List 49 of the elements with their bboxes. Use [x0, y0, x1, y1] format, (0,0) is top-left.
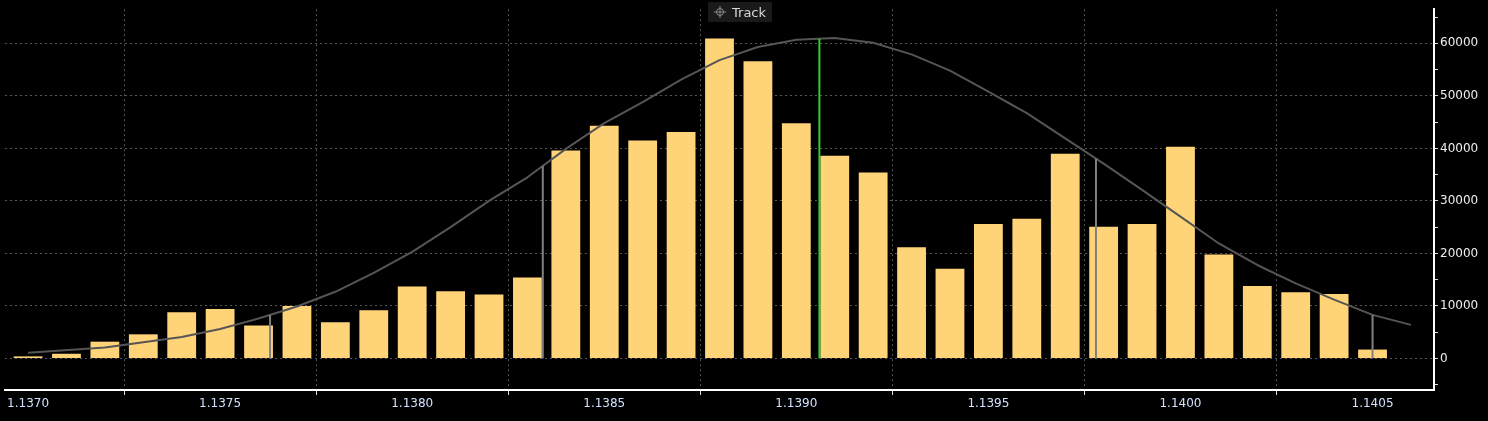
bar: [397, 286, 427, 358]
bar: [1089, 226, 1119, 358]
bar: [666, 132, 696, 358]
bar: [781, 123, 811, 358]
bar: [705, 38, 734, 358]
bar: [244, 325, 273, 358]
annotation: Track: [732, 4, 767, 20]
x-tick-label: 1.1370: [7, 396, 50, 411]
bar: [205, 309, 235, 358]
x-tick-label: 1.1395: [967, 396, 1010, 411]
bar: [1166, 146, 1195, 358]
x-tick-label: 1.1405: [1351, 396, 1394, 411]
bar: [128, 334, 158, 358]
bar: [436, 291, 466, 358]
bar: [167, 312, 197, 358]
bar: [589, 125, 619, 358]
x-tick-label: 1.1390: [775, 396, 818, 411]
y-tick-label: 0: [1440, 350, 1448, 365]
x-tick-label: 1.1375: [199, 396, 242, 411]
y-tick-label: 30000: [1440, 193, 1479, 208]
y-tick-label: 40000: [1440, 140, 1479, 155]
bar: [1204, 254, 1234, 358]
bar: [320, 322, 350, 358]
bar: [52, 353, 81, 358]
bar: [1127, 224, 1157, 358]
x-tick-label: 1.1385: [583, 396, 626, 411]
bar: [551, 150, 581, 358]
bar: [1319, 293, 1349, 358]
x-tick-label: 1.1380: [391, 396, 434, 411]
bar: [474, 294, 504, 358]
bar: [359, 310, 389, 358]
y-tick-label: 60000: [1440, 35, 1479, 50]
bar: [935, 268, 965, 358]
bar: [628, 140, 658, 358]
bar: [973, 224, 1003, 358]
bar: [1281, 292, 1311, 358]
bar: [1012, 218, 1042, 358]
bar: [282, 305, 312, 358]
bar: [858, 172, 888, 358]
bar: [743, 61, 773, 358]
bar: [897, 247, 926, 358]
bar: [1242, 286, 1272, 358]
x-tick-label: 1.1400: [1159, 396, 1202, 411]
y-tick-label: 50000: [1440, 87, 1479, 102]
bar: [1050, 153, 1080, 358]
bar: [820, 155, 850, 358]
y-tick-label: 10000: [1440, 298, 1479, 313]
y-tick-label: 20000: [1440, 245, 1479, 260]
bar: [513, 277, 542, 358]
